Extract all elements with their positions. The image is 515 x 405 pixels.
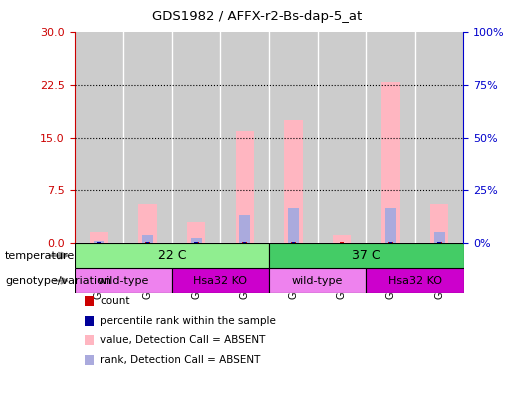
Bar: [97, 242, 100, 243]
Bar: [243, 242, 247, 243]
Bar: [191, 238, 201, 243]
Bar: [366, 32, 415, 243]
Bar: [269, 32, 318, 243]
Bar: [239, 215, 250, 243]
Bar: [187, 222, 205, 243]
Text: count: count: [100, 296, 130, 306]
Text: 37 C: 37 C: [352, 249, 381, 262]
Text: percentile rank within the sample: percentile rank within the sample: [100, 316, 277, 326]
Bar: [385, 208, 396, 243]
Bar: [318, 32, 366, 243]
Text: genotype/variation: genotype/variation: [5, 276, 111, 286]
Bar: [288, 208, 299, 243]
Bar: [90, 232, 108, 243]
Bar: [194, 242, 199, 243]
Text: Hsa32 KO: Hsa32 KO: [388, 276, 442, 286]
Bar: [75, 268, 172, 293]
Text: 22 C: 22 C: [158, 249, 186, 262]
Bar: [291, 242, 295, 243]
Bar: [382, 81, 400, 243]
Bar: [291, 242, 296, 243]
Bar: [437, 242, 442, 243]
Text: rank, Detection Call = ABSENT: rank, Detection Call = ABSENT: [100, 355, 261, 364]
Bar: [243, 242, 247, 243]
Bar: [235, 131, 254, 243]
Bar: [123, 32, 172, 243]
Bar: [284, 120, 303, 243]
Bar: [339, 242, 345, 243]
Text: Hsa32 KO: Hsa32 KO: [194, 276, 248, 286]
Bar: [434, 232, 444, 243]
Bar: [220, 32, 269, 243]
Bar: [430, 205, 449, 243]
Bar: [415, 32, 464, 243]
Bar: [75, 32, 123, 243]
Bar: [145, 242, 150, 243]
Bar: [195, 242, 198, 243]
Bar: [333, 234, 351, 243]
Bar: [142, 234, 153, 243]
Text: wild-type: wild-type: [292, 276, 344, 286]
Bar: [94, 241, 105, 243]
Text: GDS1982 / AFFX-r2-Bs-dap-5_at: GDS1982 / AFFX-r2-Bs-dap-5_at: [152, 10, 363, 23]
Bar: [146, 242, 149, 243]
Bar: [269, 268, 366, 293]
Bar: [388, 242, 393, 243]
Bar: [75, 243, 269, 268]
Bar: [172, 268, 269, 293]
Bar: [389, 242, 392, 243]
Text: wild-type: wild-type: [97, 276, 149, 286]
Bar: [139, 205, 157, 243]
Text: temperature: temperature: [5, 251, 75, 260]
Bar: [96, 242, 101, 243]
Bar: [269, 243, 464, 268]
Bar: [438, 242, 441, 243]
Bar: [172, 32, 220, 243]
Text: value, Detection Call = ABSENT: value, Detection Call = ABSENT: [100, 335, 266, 345]
Bar: [366, 268, 464, 293]
